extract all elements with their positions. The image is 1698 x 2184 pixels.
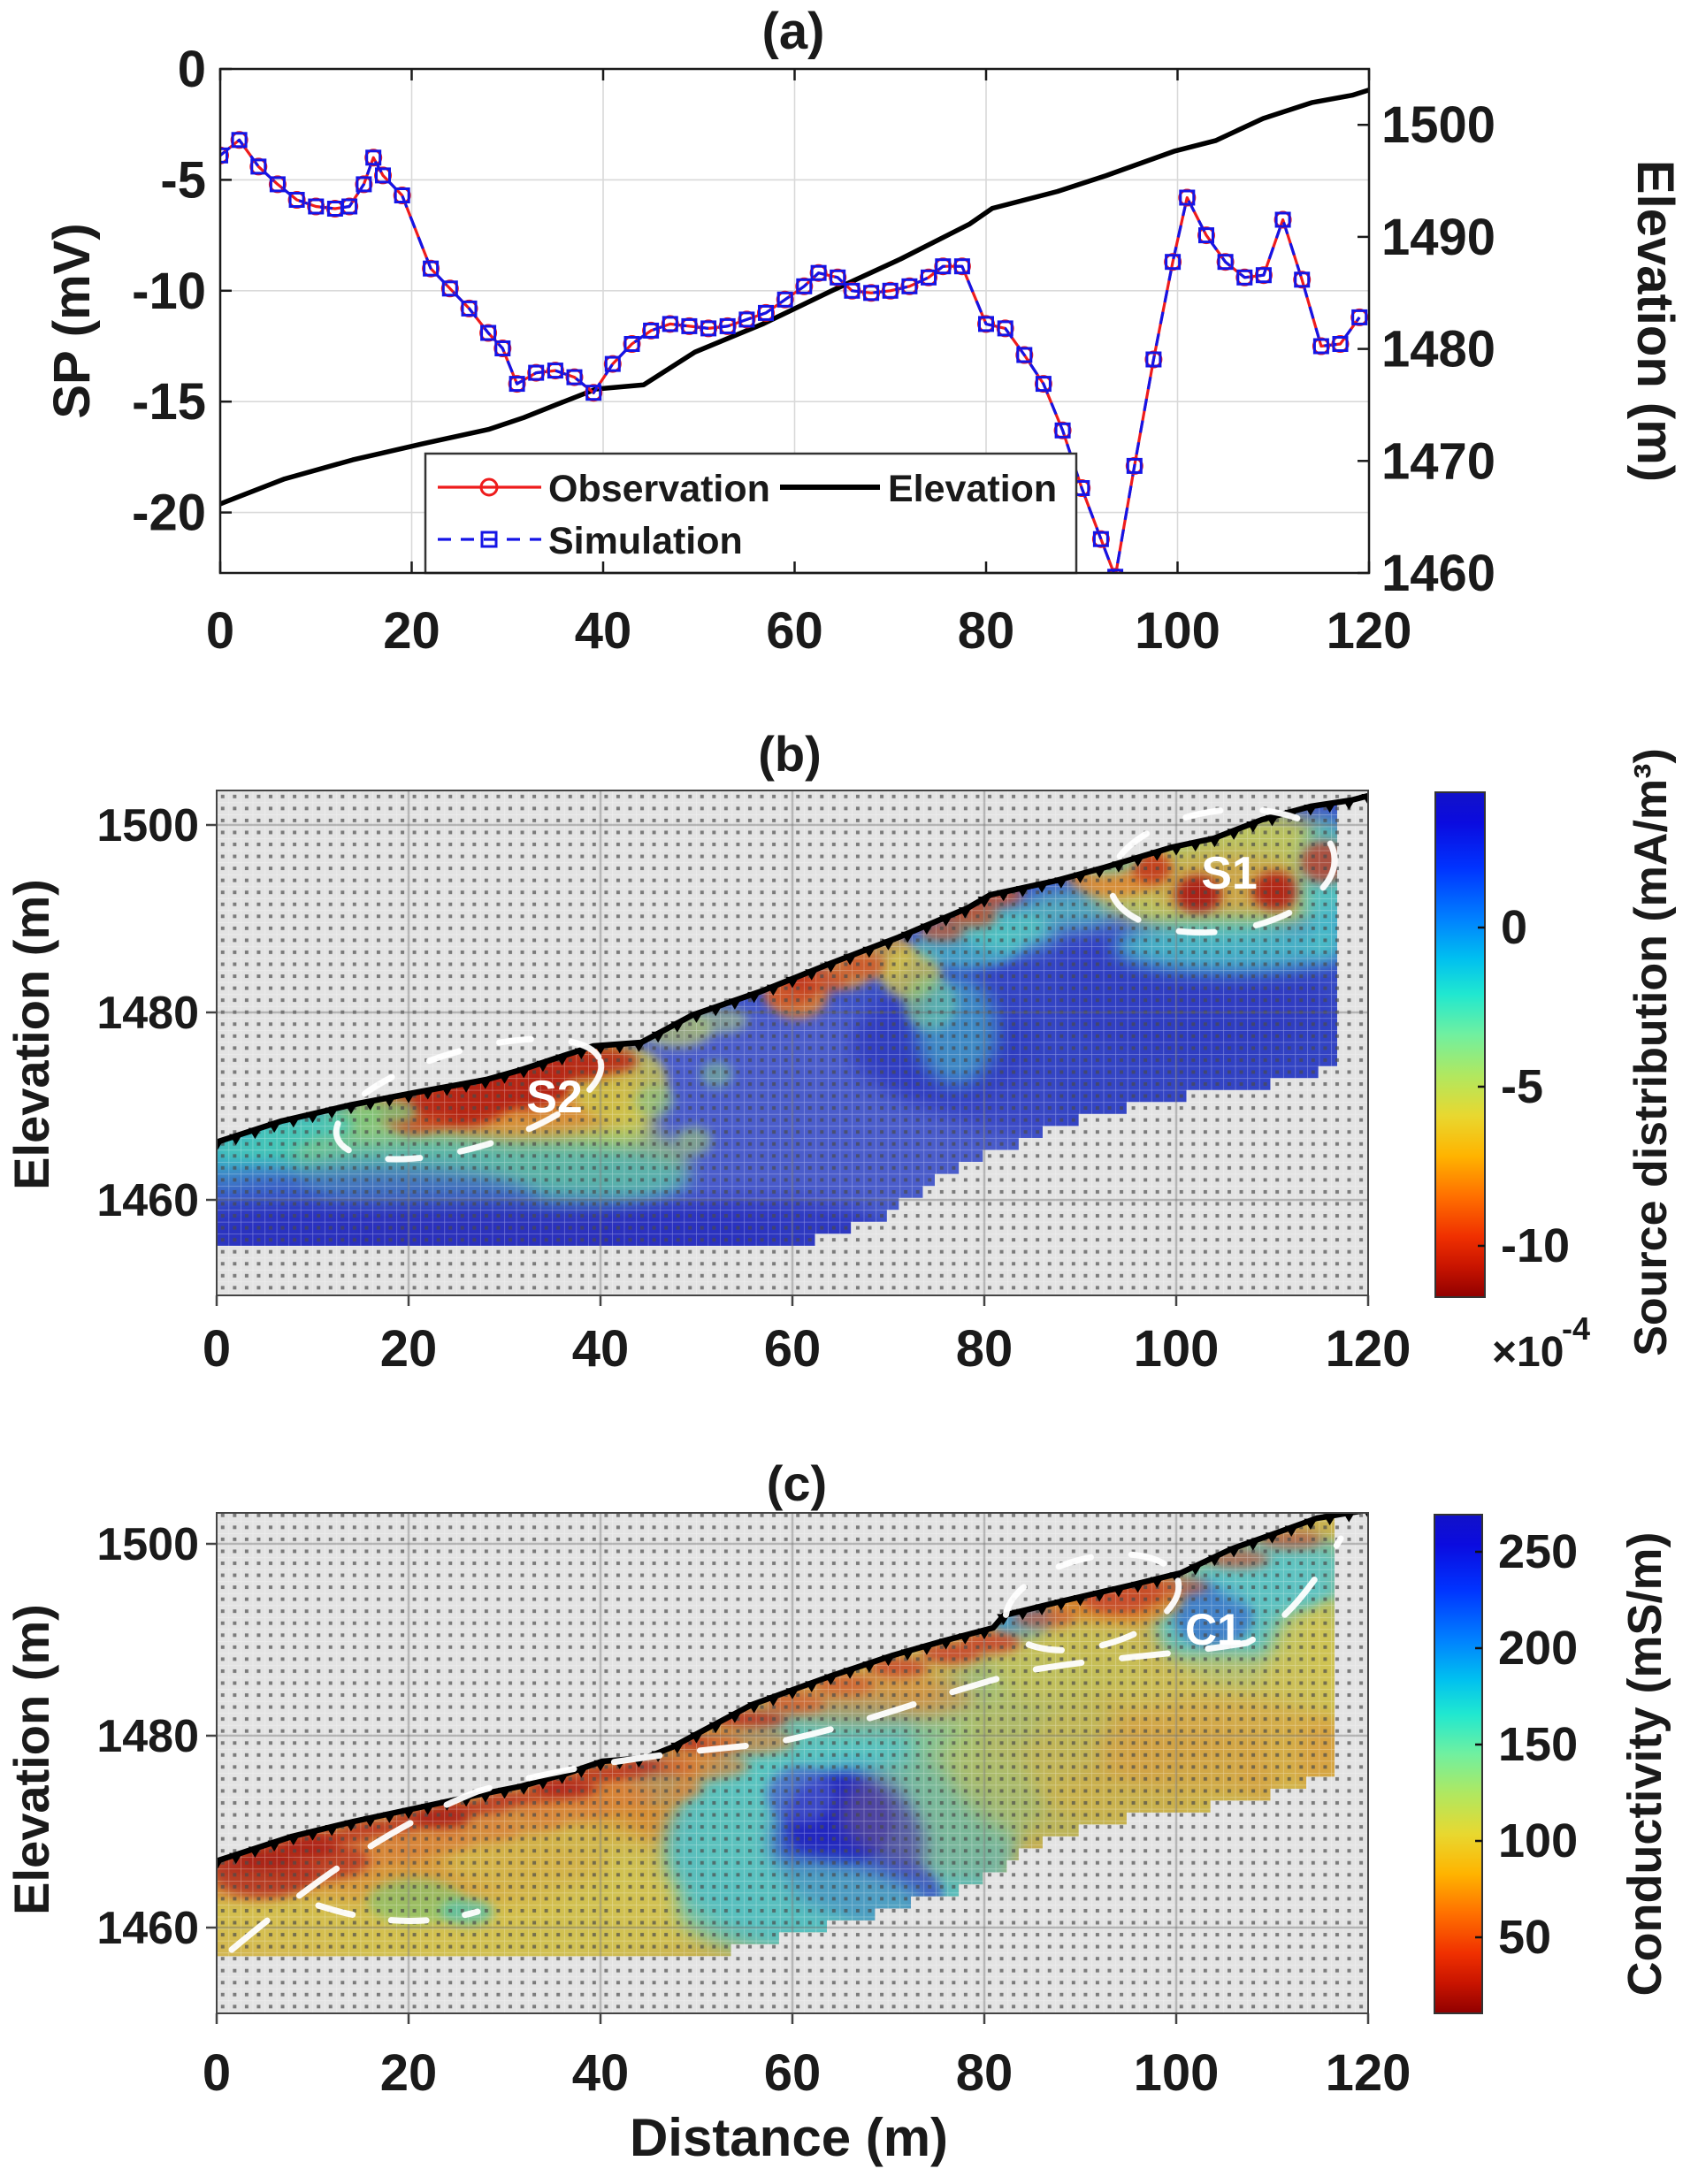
svg-text:-15: -15: [132, 373, 206, 431]
svg-text:100: 100: [1134, 1320, 1220, 1378]
svg-text:1460: 1460: [96, 1175, 199, 1226]
svg-text:150: 150: [1498, 1718, 1578, 1771]
svg-text:1480: 1480: [96, 1711, 199, 1762]
svg-text:Simulation: Simulation: [548, 520, 743, 562]
svg-text:-5: -5: [1501, 1060, 1543, 1113]
svg-text:-5: -5: [160, 151, 206, 209]
svg-text:100: 100: [1134, 2044, 1220, 2102]
svg-text:40: 40: [572, 2044, 630, 2102]
svg-text:20: 20: [380, 2044, 438, 2102]
svg-text:40: 40: [572, 1320, 630, 1378]
svg-text:C1: C1: [1185, 1605, 1242, 1654]
svg-text:Observation: Observation: [548, 468, 770, 510]
svg-text:1470: 1470: [1381, 432, 1495, 490]
svg-text:1500: 1500: [1381, 96, 1495, 154]
svg-text:-20: -20: [132, 485, 206, 542]
svg-text:50: 50: [1498, 1911, 1551, 1964]
svg-text:60: 60: [766, 602, 823, 660]
svg-text:-10: -10: [1501, 1219, 1570, 1272]
svg-text:(c): (c): [767, 1455, 827, 1511]
svg-text:Elevation (m): Elevation (m): [4, 879, 59, 1190]
svg-text:1490: 1490: [1381, 209, 1495, 266]
svg-text:20: 20: [383, 602, 440, 660]
svg-text:60: 60: [764, 2044, 822, 2102]
svg-text:-4: -4: [1562, 1310, 1590, 1347]
svg-text:80: 80: [956, 1320, 1013, 1378]
svg-text:1500: 1500: [96, 800, 199, 851]
svg-text:0: 0: [178, 41, 206, 98]
svg-text:120: 120: [1326, 1320, 1411, 1378]
svg-text:1500: 1500: [96, 1519, 199, 1570]
svg-text:Elevation (m): Elevation (m): [1626, 160, 1684, 482]
svg-text:×10: ×10: [1492, 1329, 1564, 1376]
svg-text:60: 60: [764, 1320, 822, 1378]
svg-text:S2: S2: [526, 1072, 583, 1123]
svg-text:120: 120: [1327, 602, 1412, 660]
svg-text:1460: 1460: [96, 1903, 199, 1954]
svg-text:-10: -10: [132, 263, 206, 320]
svg-text:Source distribution (mA/m³): Source distribution (mA/m³): [1625, 748, 1677, 1356]
svg-text:Distance (m): Distance (m): [630, 2108, 948, 2167]
svg-text:Elevation: Elevation: [888, 468, 1057, 510]
svg-text:0: 0: [203, 1320, 231, 1378]
svg-text:80: 80: [958, 602, 1015, 660]
svg-text:120: 120: [1326, 2044, 1411, 2102]
svg-text:1480: 1480: [1381, 321, 1495, 378]
svg-text:S1: S1: [1201, 848, 1258, 899]
svg-text:200: 200: [1498, 1622, 1578, 1675]
svg-text:250: 250: [1498, 1525, 1578, 1578]
svg-text:1480: 1480: [96, 988, 199, 1039]
svg-text:0: 0: [203, 2044, 231, 2102]
svg-text:0: 0: [206, 602, 234, 660]
svg-text:20: 20: [380, 1320, 438, 1378]
svg-text:Conductivity (mS/m): Conductivity (mS/m): [1618, 1531, 1671, 1996]
svg-text:Elevation (m): Elevation (m): [4, 1604, 59, 1915]
svg-text:(a): (a): [762, 3, 825, 60]
svg-text:40: 40: [575, 602, 632, 660]
svg-text:0: 0: [1501, 901, 1527, 954]
svg-text:100: 100: [1498, 1814, 1578, 1867]
svg-text:100: 100: [1135, 602, 1220, 660]
svg-text:(b): (b): [758, 726, 822, 782]
svg-text:SP (mV): SP (mV): [43, 223, 101, 418]
svg-text:80: 80: [956, 2044, 1013, 2102]
svg-text:1460: 1460: [1381, 545, 1495, 602]
